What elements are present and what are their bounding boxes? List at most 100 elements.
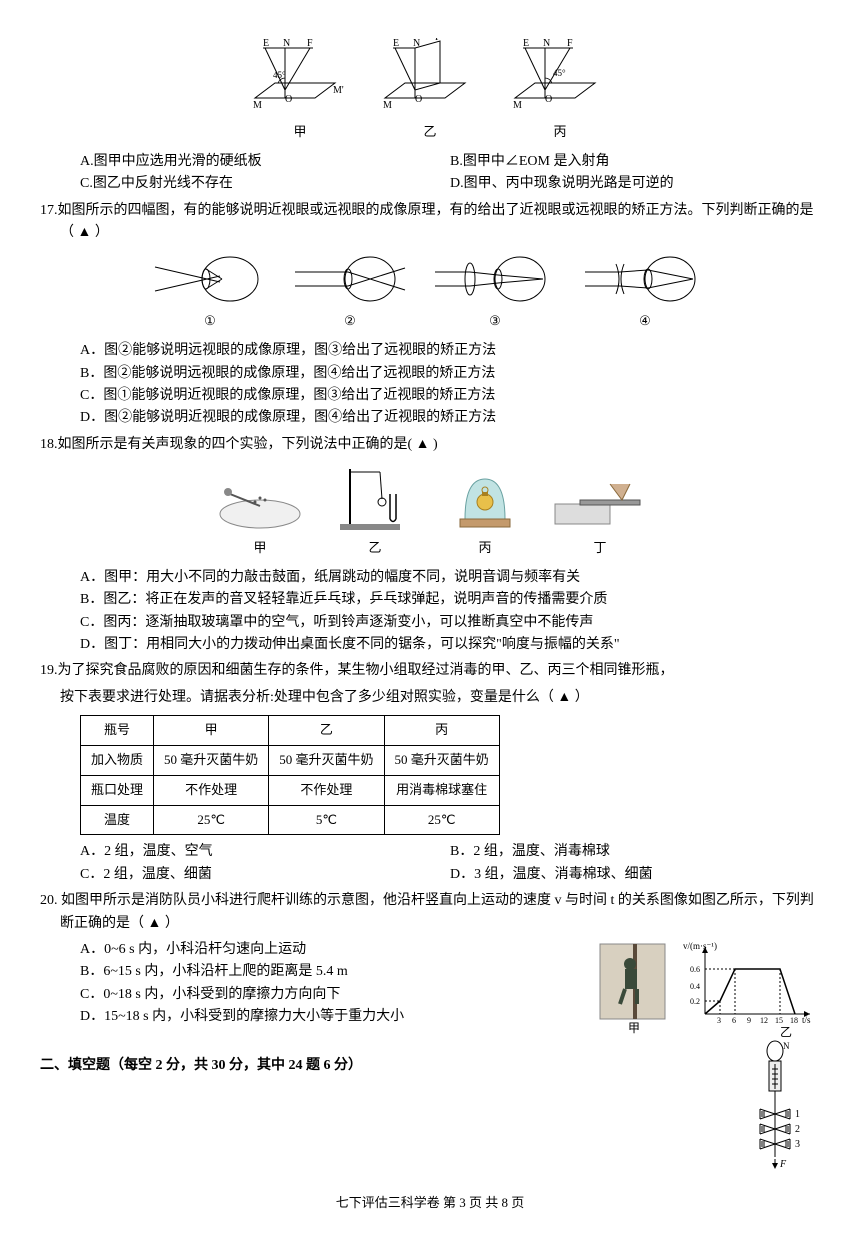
prism-jia-svg: E N F M O M' 45°: [245, 38, 355, 118]
q17-c: C．图①能够说明近视眼的成像原理，图③给出了近视眼的矫正方法: [80, 385, 820, 407]
svg-text:12: 12: [760, 1016, 768, 1025]
eye-4: ④: [580, 252, 710, 332]
svg-text:0.2: 0.2: [690, 997, 700, 1006]
svg-text:乙: 乙: [780, 1025, 792, 1039]
svg-text:M: M: [253, 100, 262, 111]
vt-chart-svg: v/(m·s⁻¹) 0.2 0.4 0.6 3 6 9 12 15 18 t/s…: [680, 939, 820, 1039]
spring-svg: N F 1 2 3: [750, 1039, 820, 1169]
sound-yi: 乙: [330, 464, 420, 559]
sound-bing-label: 丙: [478, 538, 491, 559]
table-row: 瓶号 甲 乙 丙: [81, 716, 500, 746]
svg-text:O: O: [545, 94, 552, 105]
section2-title: 二、填空题（每空 2 分，共 30 分，其中 24 题 6 分）: [40, 1055, 750, 1077]
svg-text:t/s: t/s: [802, 1015, 811, 1025]
q20-b: B．6~15 s 内，小科沿杆上爬的距离是 5.4 m: [80, 961, 585, 983]
sound-jia-label: 甲: [253, 538, 266, 559]
page-footer: 七下评估三科学卷 第 3 页 共 8 页: [40, 1193, 820, 1214]
eye4-label: ④: [639, 311, 651, 332]
q18-a: A．图甲：用大小不同的力敲击鼓面，纸屑跳动的幅度不同，说明音调与频率有关: [80, 567, 820, 589]
fig-bing: E N F M O 45° 丙: [505, 38, 615, 143]
sound-ding-svg: [550, 464, 650, 534]
q18-figures: 甲 乙 丙 丁: [40, 464, 820, 559]
fig-bing-label: 丙: [553, 122, 566, 143]
svg-text:F: F: [307, 38, 313, 49]
svg-text:9: 9: [747, 1016, 751, 1025]
q19-b: B．2 组，温度、消毒棉球: [450, 841, 820, 863]
svg-text:45°: 45°: [273, 70, 286, 80]
eye-3: ③: [430, 252, 560, 332]
th-bottle: 瓶号: [81, 716, 154, 746]
table-row: 温度 25℃ 5℃ 25℃: [81, 805, 500, 835]
svg-text:45°: 45°: [553, 68, 566, 78]
q17-stem: 17.如图所示的四幅图，有的能够说明近视眼或远视眼的成像原理，有的给出了近视眼或…: [60, 200, 820, 245]
eye1-label: ①: [204, 311, 216, 332]
table-row: 瓶口处理 不作处理 不作处理 用消毒棉球塞住: [81, 775, 500, 805]
th-yi: 乙: [269, 716, 384, 746]
svg-text:甲: 甲: [628, 1021, 640, 1034]
svg-text:3: 3: [795, 1139, 800, 1150]
q16-opt-d: D.图甲、丙中现象说明光路是可逆的: [450, 173, 820, 195]
svg-text:M: M: [513, 100, 522, 111]
q20-d: D．15~18 s 内，小科受到的摩擦力大小等于重力大小: [80, 1006, 585, 1028]
q19-stem1: 19.为了探究食品腐败的原因和细菌生存的条件，某生物小组取经过消毒的甲、乙、丙三…: [60, 660, 820, 682]
svg-text:F: F: [567, 38, 573, 49]
q20-chart: v/(m·s⁻¹) 0.2 0.4 0.6 3 6 9 12 15 18 t/s…: [680, 939, 820, 1039]
eye2-svg: [290, 252, 410, 307]
svg-text:0.4: 0.4: [690, 982, 700, 991]
eye4-svg: [580, 252, 710, 307]
q19-options: A．2 组，温度、空气 B．2 组，温度、消毒棉球 C．2 组，温度、细菌 D．…: [80, 841, 820, 886]
svg-text:0.6: 0.6: [690, 965, 700, 974]
svg-text:18: 18: [790, 1016, 798, 1025]
q16-opt-a: A.图甲中应选用光滑的硬纸板: [80, 151, 450, 173]
q20-a: A．0~6 s 内，小科沿杆匀速向上运动: [80, 939, 585, 961]
th-jia: 甲: [154, 716, 269, 746]
eye2-label: ②: [344, 311, 356, 332]
prism-bing-svg: E N F M O 45°: [505, 38, 615, 118]
q18-c: C．图丙：逐渐抽取玻璃罩中的空气，听到铃声逐渐变小，可以推断真空中不能传声: [80, 612, 820, 634]
eye1-svg: [150, 252, 270, 307]
svg-text:N: N: [543, 38, 550, 49]
q16-opt-c: C.图乙中反射光线不存在: [80, 173, 450, 195]
q18-options: A．图甲：用大小不同的力敲击鼓面，纸屑跳动的幅度不同，说明音调与频率有关 B．图…: [80, 567, 820, 657]
th-bing: 丙: [384, 716, 499, 746]
sound-jia: 甲: [210, 464, 310, 559]
q19-c: C．2 组，温度、细菌: [80, 864, 450, 886]
svg-text:O: O: [285, 94, 292, 105]
eye-2: ②: [290, 252, 410, 332]
eye3-svg: [430, 252, 560, 307]
svg-text:M: M: [383, 100, 392, 111]
fig-yi-label: 乙: [423, 122, 436, 143]
sound-ding-label: 丁: [593, 538, 606, 559]
svg-text:N: N: [783, 1041, 790, 1051]
q20-options: A．0~6 s 内，小科沿杆匀速向上运动 B．6~15 s 内，小科沿杆上爬的距…: [80, 939, 585, 1029]
q19-table: 瓶号 甲 乙 丙 加入物质 50 毫升灭菌牛奶 50 毫升灭菌牛奶 50 毫升灭…: [80, 715, 500, 835]
q20-stem: 20. 如图甲所示是消防队员小科进行爬杆训练的示意图，他沿杆竖直向上运动的速度 …: [60, 890, 820, 935]
q17-a: A．图②能够说明远视眼的成像原理，图③给出了远视眼的矫正方法: [80, 340, 820, 362]
svg-text:2: 2: [795, 1124, 800, 1135]
svg-text:M': M': [333, 85, 344, 96]
q20-c: C．0~18 s 内，小科受到的摩擦力方向向下: [80, 984, 585, 1006]
svg-text:v/(m·s⁻¹): v/(m·s⁻¹): [683, 941, 717, 951]
sound-yi-label: 乙: [368, 538, 381, 559]
svg-text:N: N: [283, 38, 290, 49]
q18-b: B．图乙：将正在发声的音叉轻轻靠近乒乓球，乒乓球弹起，说明声音的传播需要介质: [80, 589, 820, 611]
table-row: 加入物质 50 毫升灭菌牛奶 50 毫升灭菌牛奶 50 毫升灭菌牛奶: [81, 746, 500, 776]
q17-b: B．图②能够说明远视眼的成像原理，图④给出了远视眼的矫正方法: [80, 363, 820, 385]
sound-ding: 丁: [550, 464, 650, 559]
q16-opt-b: B.图甲中∠EOM 是入射角: [450, 151, 820, 173]
q19-d: D．3 组，温度、消毒棉球、细菌: [450, 864, 820, 886]
climber-svg: 甲: [595, 939, 670, 1034]
prism-yi-svg: E N F M O: [375, 38, 485, 118]
svg-text:15: 15: [775, 1016, 783, 1025]
svg-text:E: E: [263, 38, 269, 49]
q19-stem2: 按下表要求进行处理。请据表分析:处理中包含了多少组对照实验，变量是什么（ ▲ ）: [60, 687, 820, 709]
eye-1: ①: [150, 252, 270, 332]
q17-d: D．图②能够说明近视眼的成像原理，图④给出了近视眼的矫正方法: [80, 407, 820, 429]
svg-text:6: 6: [732, 1016, 736, 1025]
eye3-label: ③: [489, 311, 501, 332]
sound-yi-svg: [330, 464, 420, 534]
svg-text:E: E: [523, 38, 529, 49]
sound-bing: 丙: [440, 464, 530, 559]
q17-figures: ① ② ③: [40, 252, 820, 332]
q16-options: A.图甲中应选用光滑的硬纸板 B.图甲中∠EOM 是入射角 C.图乙中反射光线不…: [80, 151, 820, 196]
